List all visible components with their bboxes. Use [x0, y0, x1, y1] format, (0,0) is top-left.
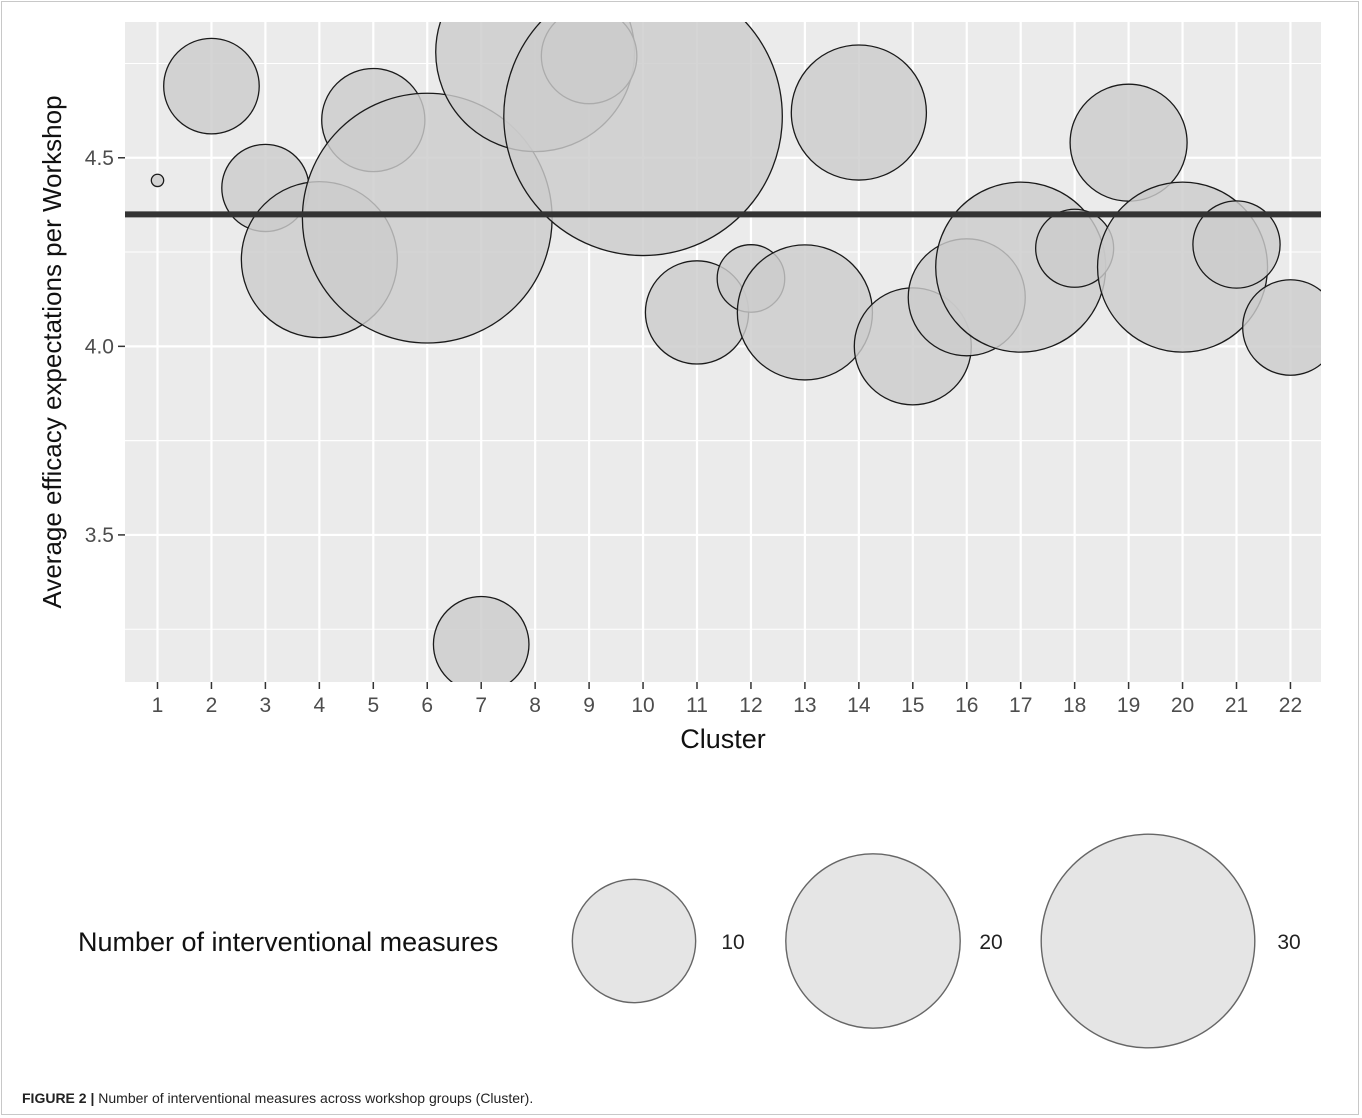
x-tick-label: 15: [901, 694, 924, 717]
x-axis: 1 2 3 4 5 6 7 8 9 10 11 12 13 14 15 16 17 18 19 20 21 22: [152, 682, 1302, 717]
x-axis-label: Cluster: [680, 724, 766, 754]
x-tick-label: 19: [1117, 694, 1140, 717]
bubbles: [150, 22, 1321, 682]
x-tick-label: 11: [686, 694, 708, 717]
caption-label: FIGURE 2 |: [22, 1090, 95, 1106]
x-tick-label: 1: [152, 694, 164, 717]
x-tick-label: 9: [583, 694, 595, 717]
x-tick-label: 18: [1063, 694, 1086, 717]
legend-label-10: 10: [721, 931, 744, 954]
x-tick-label: 8: [529, 694, 541, 717]
bubble-cluster-7: [432, 595, 530, 682]
bubble-cluster-21: [1192, 200, 1281, 289]
y-tick-label: 4.0: [85, 335, 114, 358]
legend-key-30: [1040, 833, 1256, 1049]
x-tick-label: 14: [847, 694, 871, 717]
y-tick-label: 3.5: [85, 524, 114, 547]
x-tick-label: 4: [314, 694, 326, 717]
x-tick-label: 13: [793, 694, 816, 717]
x-tick-label: 3: [260, 694, 272, 717]
x-tick-label: 10: [631, 694, 654, 717]
caption-text: Number of interventional measures across…: [94, 1090, 534, 1106]
x-tick-label: 12: [739, 694, 762, 717]
x-tick-label: 7: [475, 694, 487, 717]
legend-title: Number of interventional measures: [78, 927, 498, 957]
legend: Number of interventional measures 10 20 30: [78, 833, 1301, 1049]
bubble-cluster-13: [736, 244, 874, 381]
y-tick-label: 4.5: [85, 147, 114, 170]
legend-label-20: 20: [979, 931, 1002, 954]
x-tick-label: 5: [367, 694, 379, 717]
x-tick-label: 2: [206, 694, 218, 717]
y-axis-label: Average efficacy expectations per Worksh…: [37, 95, 67, 608]
bubble-cluster-1: [150, 173, 165, 188]
figure-caption: FIGURE 2 | Number of interventional meas…: [22, 1090, 533, 1106]
x-tick-label: 20: [1171, 694, 1194, 717]
bubble-chart: 3.54.04.5 1 2 3 4 5 6 7 8 9 10 11 12 13 14 15 16 17 18 19 2…: [37, 22, 1321, 1049]
x-tick-label: 21: [1225, 694, 1248, 717]
x-tick-label: 17: [1009, 694, 1032, 717]
bubble-cluster-22: [1242, 279, 1321, 376]
bubble-cluster-10: [503, 22, 783, 257]
bubble-cluster-14: [790, 44, 928, 181]
y-axis: 3.5 4.0 4.5: [85, 147, 125, 547]
legend-key-10: [571, 878, 697, 1004]
legend-key-20: [785, 853, 961, 1029]
x-tick-label: 16: [955, 694, 978, 717]
bubble-cluster-2: [163, 37, 260, 135]
x-tick-label: 6: [421, 694, 433, 717]
x-tick-label: 22: [1279, 694, 1302, 717]
legend-label-30: 30: [1277, 931, 1300, 954]
